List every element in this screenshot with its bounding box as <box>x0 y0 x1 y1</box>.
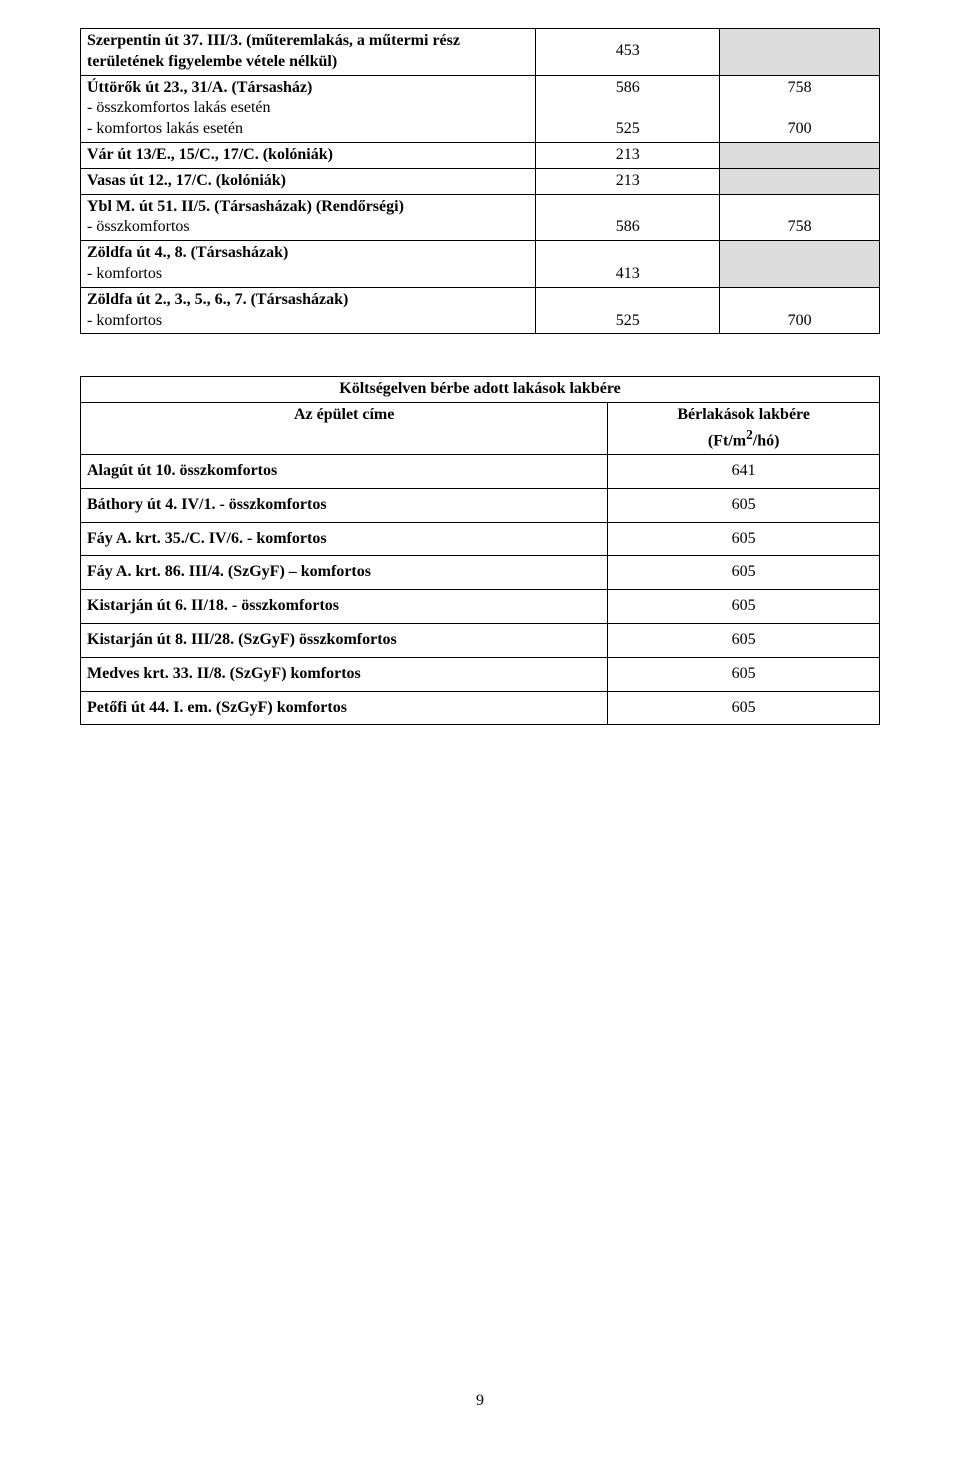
header-rent-line2: (Ft/m <box>708 432 746 449</box>
row-label-cell: Vár út 13/E., 15/C., 17/C. (kolóniák) <box>81 142 536 168</box>
row-value-1: 586 525 <box>536 75 720 142</box>
table-row: Medves krt. 33. II/8. (SzGyF) komfortos6… <box>81 657 880 691</box>
table-row: Kistarján út 6. II/18. - összkomfortos60… <box>81 590 880 624</box>
table-row: Petőfi út 44. I. em. (SzGyF) komfortos60… <box>81 691 880 725</box>
table-row: Zöldfa út 4., 8. (Társasházak) - komforto… <box>81 241 880 288</box>
row-value-1: 213 <box>536 142 720 168</box>
row-value-1: 213 <box>536 168 720 194</box>
row-label: Szerpentin út 37. III/3. (műteremlakás, … <box>87 32 460 70</box>
row-subline: - komfortos lakás esetén <box>87 120 243 137</box>
page-number: 9 <box>0 1392 960 1410</box>
header-rent-sup: 2 <box>746 427 753 442</box>
value-cell: 758 <box>726 78 873 99</box>
value-cell: 413 <box>542 264 713 285</box>
row-rent: 605 <box>608 657 880 691</box>
row-address: Petőfi út 44. I. em. (SzGyF) komfortos <box>81 691 608 725</box>
table-header-row: Az épület címe Bérlakások lakbére (Ft/m2… <box>81 403 880 455</box>
row-rent: 605 <box>608 556 880 590</box>
table-row: Ybl M. út 51. II/5. (Társasházak) (Rendő… <box>81 194 880 241</box>
row-label-cell: Zöldfa út 2., 3., 5., 6., 7. (Társasháza… <box>81 287 536 334</box>
row-address: Kistarján út 8. III/28. (SzGyF) összkomf… <box>81 624 608 658</box>
row-value-2 <box>720 142 880 168</box>
row-subline: - összkomfortos lakás esetén <box>87 99 271 116</box>
row-label-cell: Úttörők út 23., 31/A. (Társasház) - összk… <box>81 75 536 142</box>
row-label: Zöldfa út 2., 3., 5., 6., 7. (Társasháza… <box>87 291 348 308</box>
header-rent-tail: /hó) <box>753 432 780 449</box>
row-label: Ybl M. út 51. II/5. (Társasházak) (Rendő… <box>87 198 404 215</box>
row-value-2 <box>720 168 880 194</box>
header-rent-line1: Bérlakások lakbére <box>677 406 810 423</box>
row-value-2 <box>720 29 880 76</box>
row-address: Alagút út 10. összkomfortos <box>81 455 608 489</box>
table-cost-principle-rents: Költségelven bérbe adott lakások lakbére… <box>80 376 880 725</box>
row-address: Fáy A. krt. 86. III/4. (SzGyF) – komfort… <box>81 556 608 590</box>
row-rent: 605 <box>608 488 880 522</box>
row-label: Vasas út 12., 17/C. (kolóniák) <box>87 172 286 189</box>
value-cell: 525 <box>542 119 713 140</box>
table-row: Fáy A. krt. 35./C. IV/6. - komfortos605 <box>81 522 880 556</box>
table-row: Zöldfa út 2., 3., 5., 6., 7. (Társasháza… <box>81 287 880 334</box>
row-address: Báthory út 4. IV/1. - összkomfortos <box>81 488 608 522</box>
spacer <box>80 334 880 376</box>
value-cell: 586 <box>542 78 713 99</box>
row-address: Kistarján út 6. II/18. - összkomfortos <box>81 590 608 624</box>
row-value-1: 453 <box>536 29 720 76</box>
header-building-address: Az épület címe <box>81 403 608 455</box>
row-rent: 641 <box>608 455 880 489</box>
value-cell: 700 <box>726 119 873 140</box>
row-label-cell: Zöldfa út 4., 8. (Társasházak) - komforto… <box>81 241 536 288</box>
row-value-1: 413 <box>536 241 720 288</box>
row-value-1: 586 <box>536 194 720 241</box>
value-cell: 758 <box>726 217 873 238</box>
table-row: Báthory út 4. IV/1. - összkomfortos605 <box>81 488 880 522</box>
table-row: Vár út 13/E., 15/C., 17/C. (kolóniák) 213 <box>81 142 880 168</box>
row-label: Vár út 13/E., 15/C., 17/C. (kolóniák) <box>87 146 333 163</box>
row-subline: - komfortos <box>87 312 162 329</box>
row-rent: 605 <box>608 624 880 658</box>
row-label-cell: Szerpentin út 37. III/3. (műteremlakás, … <box>81 29 536 76</box>
value-cell: 586 <box>542 217 713 238</box>
row-address: Fáy A. krt. 35./C. IV/6. - komfortos <box>81 522 608 556</box>
page: Szerpentin út 37. III/3. (műteremlakás, … <box>0 0 960 1472</box>
row-rent: 605 <box>608 590 880 624</box>
table-title: Költségelven bérbe adott lakások lakbére <box>81 377 880 403</box>
table-rent-categories: Szerpentin út 37. III/3. (műteremlakás, … <box>80 28 880 334</box>
row-label: Zöldfa út 4., 8. (Társasházak) <box>87 244 288 261</box>
table-row: Fáy A. krt. 86. III/4. (SzGyF) – komfort… <box>81 556 880 590</box>
row-value-2: 758 <box>720 194 880 241</box>
row-label: Úttörők út 23., 31/A. (Társasház) <box>87 79 312 96</box>
row-value-1: 525 <box>536 287 720 334</box>
table-row: Úttörők út 23., 31/A. (Társasház) - összk… <box>81 75 880 142</box>
table-row: Vasas út 12., 17/C. (kolóniák) 213 <box>81 168 880 194</box>
row-rent: 605 <box>608 522 880 556</box>
row-value-2: 758 700 <box>720 75 880 142</box>
row-label-cell: Ybl M. út 51. II/5. (Társasházak) (Rendő… <box>81 194 536 241</box>
table-row: Kistarján út 8. III/28. (SzGyF) összkomf… <box>81 624 880 658</box>
row-value-2: 700 <box>720 287 880 334</box>
value-cell: 700 <box>726 311 873 332</box>
row-subline: - komfortos <box>87 265 162 282</box>
row-value-2 <box>720 241 880 288</box>
row-address: Medves krt. 33. II/8. (SzGyF) komfortos <box>81 657 608 691</box>
row-label-cell: Vasas út 12., 17/C. (kolóniák) <box>81 168 536 194</box>
header-rent: Bérlakások lakbére (Ft/m2/hó) <box>608 403 880 455</box>
value-cell: 525 <box>542 311 713 332</box>
table-row: Alagút út 10. összkomfortos641 <box>81 455 880 489</box>
row-subline: - összkomfortos <box>87 218 190 235</box>
row-rent: 605 <box>608 691 880 725</box>
table-title-row: Költségelven bérbe adott lakások lakbére <box>81 377 880 403</box>
table-row: Szerpentin út 37. III/3. (műteremlakás, … <box>81 29 880 76</box>
